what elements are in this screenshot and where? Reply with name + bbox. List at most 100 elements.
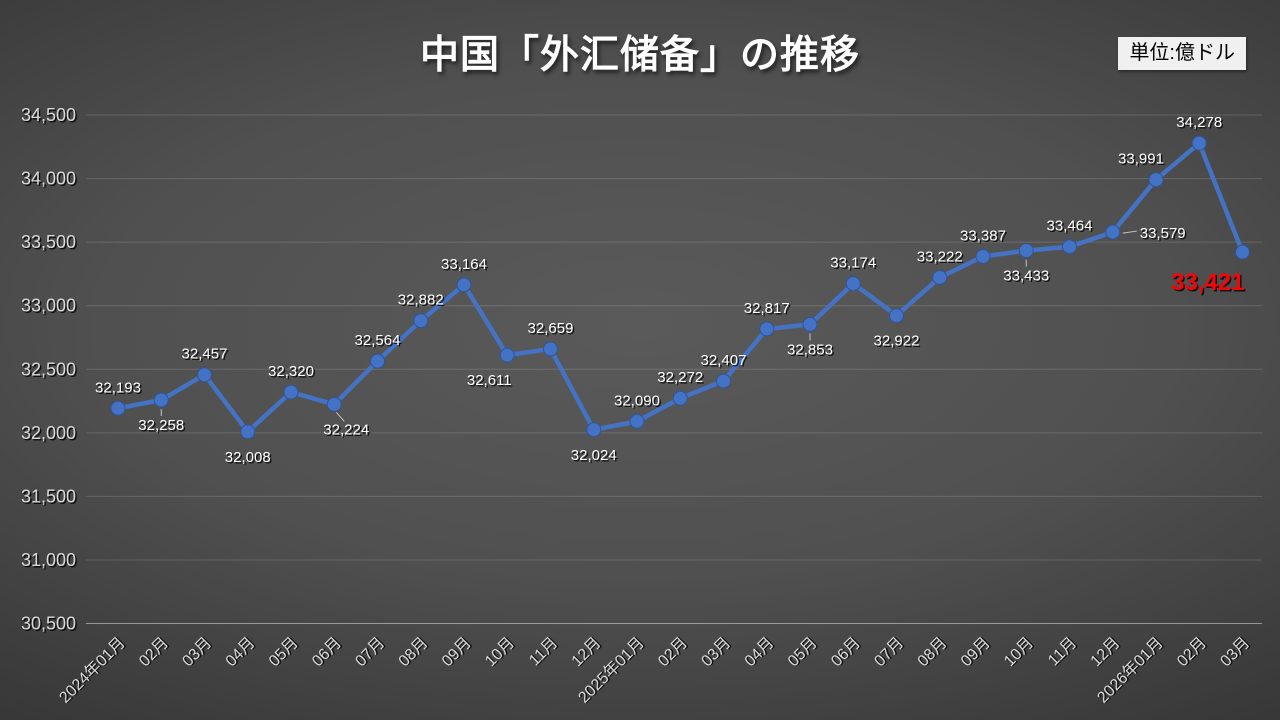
data-label: 32,272 (657, 369, 703, 386)
data-label: 33,433 (1003, 268, 1049, 285)
data-label: 32,090 (614, 392, 660, 409)
data-label-shadow: 33,387 (962, 229, 1008, 246)
y-axis-tick-label-shadow: 34,500 (22, 107, 77, 127)
data-label-shadow: 32,611 (468, 374, 513, 391)
data-label-shadow: 32,922 (875, 334, 921, 351)
data-label-shadow: 34,278 (1178, 116, 1224, 133)
data-label: 32,024 (571, 447, 617, 464)
data-label: 33,579 (1140, 225, 1186, 242)
data-point (153, 392, 169, 408)
data-label-shadow: 33,174 (832, 256, 878, 273)
data-label: 32,922 (874, 333, 920, 350)
data-label-shadow: 32,193 (97, 381, 143, 398)
data-point (889, 308, 904, 324)
data-label: 33,991 (1118, 151, 1164, 168)
data-point (802, 316, 818, 332)
data-label-shadow: 33,164 (443, 257, 489, 274)
y-axis-tick-label: 34,500 (21, 105, 76, 125)
data-point (759, 321, 775, 337)
data-point (629, 413, 645, 429)
y-axis-tick-label: 30,500 (21, 614, 76, 634)
y-axis-tick-label: 31,500 (21, 486, 76, 506)
data-label-shadow: 32,224 (325, 423, 371, 440)
y-axis-tick-label-shadow: 32,000 (22, 424, 77, 444)
data-point (716, 373, 731, 389)
data-point (370, 353, 385, 369)
data-label-shadow: 33,433 (1005, 269, 1051, 286)
data-label: 32,008 (225, 449, 271, 466)
data-label: 32,564 (355, 332, 401, 349)
y-axis-tick-label-shadow: 31,000 (22, 551, 77, 571)
data-label-shadow: 32,564 (356, 334, 402, 351)
data-label: 32,258 (138, 417, 184, 434)
y-axis-tick-label-shadow: 34,000 (22, 170, 77, 190)
data-point (326, 396, 342, 412)
data-label-shadow: 32,090 (616, 394, 662, 411)
data-label-shadow: 32,258 (140, 419, 186, 436)
y-axis-tick-label: 32,000 (21, 423, 76, 443)
data-label-shadow: 32,272 (659, 371, 705, 388)
data-point (499, 347, 515, 363)
data-label: 32,193 (95, 379, 141, 396)
data-point (456, 277, 472, 293)
label-leader-line (335, 412, 345, 422)
data-point (1235, 244, 1250, 260)
data-label-shadow: 32,853 (789, 343, 835, 360)
data-label-shadow: 32,817 (745, 301, 791, 318)
y-axis-tick-label: 34,000 (21, 169, 76, 189)
data-label: 32,853 (787, 341, 833, 358)
data-label: 33,174 (830, 255, 876, 272)
data-point (1018, 243, 1034, 259)
data-label-shadow: 33,222 (918, 250, 964, 267)
data-point (1148, 172, 1164, 188)
y-axis-tick-label-shadow: 33,000 (22, 297, 77, 317)
data-label: 33,222 (917, 248, 963, 265)
data-label-shadow: 32,407 (702, 354, 748, 371)
data-point (1062, 239, 1077, 255)
data-point (543, 341, 558, 357)
data-point (197, 367, 212, 383)
data-point (283, 384, 299, 400)
data-label: 32,407 (701, 352, 747, 369)
data-label: 33,387 (960, 227, 1006, 244)
data-point (672, 390, 688, 406)
highlighted-data-label: 33,421 (1171, 269, 1244, 296)
data-label-shadow: 32,659 (529, 322, 575, 339)
data-label-shadow: 33,464 (1048, 219, 1094, 236)
data-point (240, 424, 256, 440)
y-axis-tick-label: 33,000 (21, 296, 76, 316)
data-label: 34,278 (1176, 114, 1222, 131)
y-axis-tick-label-shadow: 33,500 (22, 234, 77, 254)
data-label-shadow: 32,008 (226, 450, 272, 467)
highlighted-data-label-shadow: 33,421 (1173, 271, 1246, 298)
data-point (586, 422, 602, 438)
y-axis-tick-label: 32,500 (21, 359, 76, 379)
data-label-shadow: 33,991 (1120, 152, 1166, 169)
data-label: 32,320 (268, 363, 314, 380)
y-axis-tick-label: 31,000 (21, 550, 76, 570)
y-axis-tick-label-shadow: 32,500 (22, 361, 77, 381)
data-point (1105, 224, 1121, 240)
data-label: 33,164 (441, 256, 487, 273)
unit-label: 単位:億ドル (1118, 37, 1246, 70)
